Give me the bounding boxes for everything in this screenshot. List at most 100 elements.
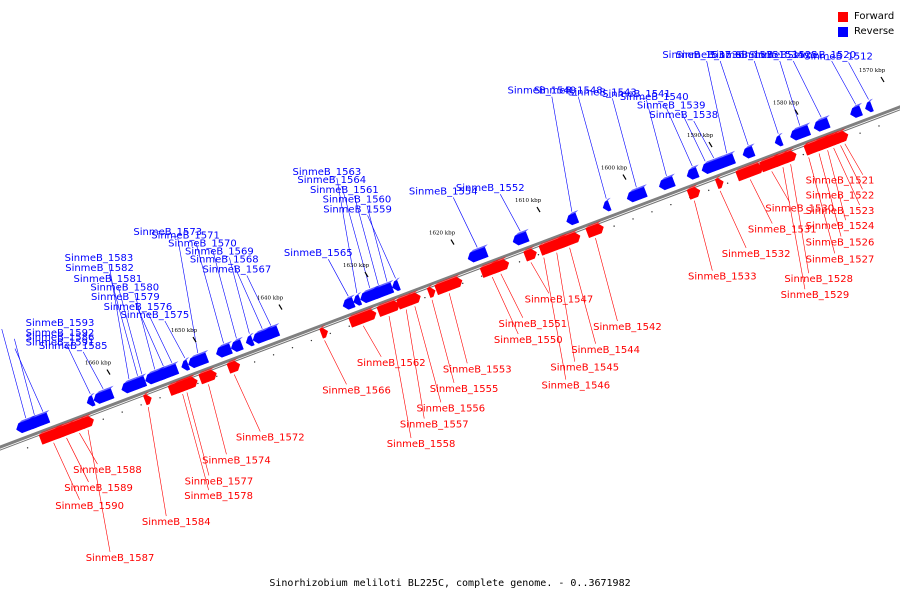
reverse-gene-arrow xyxy=(121,376,139,394)
sequence-dot xyxy=(708,189,710,192)
gene-features xyxy=(16,98,874,445)
gene-label-sinmeb_1547: SinmeB_1547 xyxy=(525,294,594,305)
gene-label-sinmeb_1583: SinmeB_1583 xyxy=(65,253,134,264)
leader-line xyxy=(109,273,138,376)
forward-gene-arrow xyxy=(714,175,724,190)
leader-line xyxy=(808,157,836,254)
forward-gene-arrow xyxy=(142,391,152,406)
tick-mark: 1650 kbp xyxy=(171,328,198,343)
gene-label-sinmeb_1569: SinmeB_1569 xyxy=(185,247,254,258)
gene-label-sinmeb_1534: SinmeB_1534 xyxy=(735,50,804,61)
leader-line xyxy=(530,262,550,294)
gene-label-sinmeb_1564: SinmeB_1564 xyxy=(297,175,366,186)
gene-label-sinmeb_1581: SinmeB_1581 xyxy=(74,274,143,285)
forward-swatch-icon xyxy=(838,11,848,22)
tick-label: 1590 kbp xyxy=(687,133,714,139)
gene-label-sinmeb_1557: SinmeB_1557 xyxy=(400,420,469,431)
forward-gene-arrow xyxy=(167,374,196,396)
leader-line xyxy=(719,190,747,248)
gene-label-sinmeb_1576: SinmeB_1576 xyxy=(104,302,173,313)
reverse-gene-arrow xyxy=(626,184,648,203)
gene-label-sinmeb_1523: SinmeB_1523 xyxy=(806,206,875,217)
gene-label-sinmeb_1538: SinmeB_1538 xyxy=(649,110,718,121)
leader-line xyxy=(66,437,89,483)
reverse-gene-arrow xyxy=(602,197,612,212)
gene-label-sinmeb_1527: SinmeB_1527 xyxy=(806,254,875,265)
gene-label-sinmeb_1579: SinmeB_1579 xyxy=(91,292,160,303)
sequence-dot xyxy=(480,275,483,277)
axis-ticks: 1570 kbp 1580 kbp 1590 kbp 1600 kbp 1610 kbp… xyxy=(26,68,886,449)
leader-line xyxy=(65,343,91,394)
reverse-gene-arrow xyxy=(701,160,711,175)
forward-gene-arrow xyxy=(803,141,813,156)
tick-mark: 1610 kbp xyxy=(515,198,542,213)
gene-label-sinmeb_1556: SinmeB_1556 xyxy=(416,403,485,414)
tick-label: 1610 kbp xyxy=(515,198,542,204)
gene-label-sinmeb_1559: SinmeB_1559 xyxy=(323,204,392,215)
leader-line xyxy=(790,164,809,274)
forward-gene-arrow xyxy=(686,184,701,200)
leader-line xyxy=(82,351,104,389)
leader-line xyxy=(848,62,869,100)
leader-lines xyxy=(1,60,869,552)
tick-label: 1620 kbp xyxy=(429,231,456,237)
tick-mark: 1570 kbp xyxy=(859,68,886,83)
gene-label-sinmeb_1537: SinmeB_1537 xyxy=(662,50,731,61)
gene-label-sinmeb_1544: SinmeB_1544 xyxy=(571,345,640,356)
leader-line xyxy=(14,338,35,415)
gene-label-sinmeb_1587: SinmeB_1587 xyxy=(86,553,155,564)
leader-line xyxy=(551,96,573,212)
tick-mark: 1640 kbp xyxy=(257,296,284,310)
leader-line xyxy=(212,249,237,339)
leader-line xyxy=(354,195,379,285)
gene-label-sinmeb_1573: SinmeB_1573 xyxy=(133,227,202,238)
map-caption: Sinorhizobium meliloti BL225C, complete … xyxy=(269,578,631,589)
sequence-dot xyxy=(348,325,350,327)
leader-line xyxy=(719,60,749,146)
sequence-dot xyxy=(670,203,672,206)
gene-label-sinmeb_1580: SinmeB_1580 xyxy=(90,282,159,293)
leader-line xyxy=(405,309,425,419)
leader-line xyxy=(147,406,167,517)
leader-line xyxy=(782,167,806,290)
tick-label: 1570 kbp xyxy=(859,68,886,74)
sequence-dot xyxy=(272,354,275,356)
reverse-gene-arrow xyxy=(86,392,96,407)
forward-gene-arrow xyxy=(538,242,548,256)
gene-label-sinmeb_1531: SinmeB_1531 xyxy=(748,224,817,235)
gene-label-sinmeb_1574: SinmeB_1574 xyxy=(202,455,271,466)
gene-label-sinmeb_1543: SinmeB_1543 xyxy=(568,87,637,98)
leader-line xyxy=(680,111,706,162)
gene-label-sinmeb_1524: SinmeB_1524 xyxy=(806,221,875,232)
gene-label-sinmeb_1591: SinmeB_1591 xyxy=(26,338,95,349)
leader-line xyxy=(831,60,856,105)
leader-line xyxy=(827,150,846,221)
gene-label-sinmeb_1545: SinmeB_1545 xyxy=(550,363,619,374)
gene-label-sinmeb_1572: SinmeB_1572 xyxy=(236,433,305,444)
gene-label-sinmeb_1530: SinmeB_1530 xyxy=(765,203,834,214)
reverse-gene-arrow xyxy=(360,284,382,304)
sequence-dot xyxy=(424,296,426,299)
leader-line xyxy=(208,384,227,455)
gene-label-sinmeb_1560: SinmeB_1560 xyxy=(323,195,392,206)
gene-label-sinmeb_1521: SinmeB_1521 xyxy=(806,176,875,187)
gene-label-sinmeb_1589: SinmeB_1589 xyxy=(64,483,133,494)
forward-gene-arrow xyxy=(319,324,329,339)
sequence-dot xyxy=(26,447,29,449)
gene-label-sinmeb_1549: SinmeB_1549 xyxy=(508,86,577,97)
tick-mark: 1660 kbp xyxy=(85,361,112,375)
reverse-gene-arrow xyxy=(392,277,401,292)
sequence-dot xyxy=(291,347,294,349)
leader-line xyxy=(499,194,521,232)
forward-gene-arrow xyxy=(479,258,503,278)
forward-gene-arrow xyxy=(434,274,463,296)
reverse-gene-arrow xyxy=(181,357,191,371)
leader-line xyxy=(53,442,80,500)
gene-label-sinmeb_1563: SinmeB_1563 xyxy=(293,167,362,178)
leader-line xyxy=(362,325,382,357)
leader-line xyxy=(500,273,524,318)
gene-label-sinmeb_1551: SinmeB_1551 xyxy=(498,319,567,330)
reverse-gene-arrow xyxy=(813,114,831,132)
leader-line xyxy=(792,60,822,118)
